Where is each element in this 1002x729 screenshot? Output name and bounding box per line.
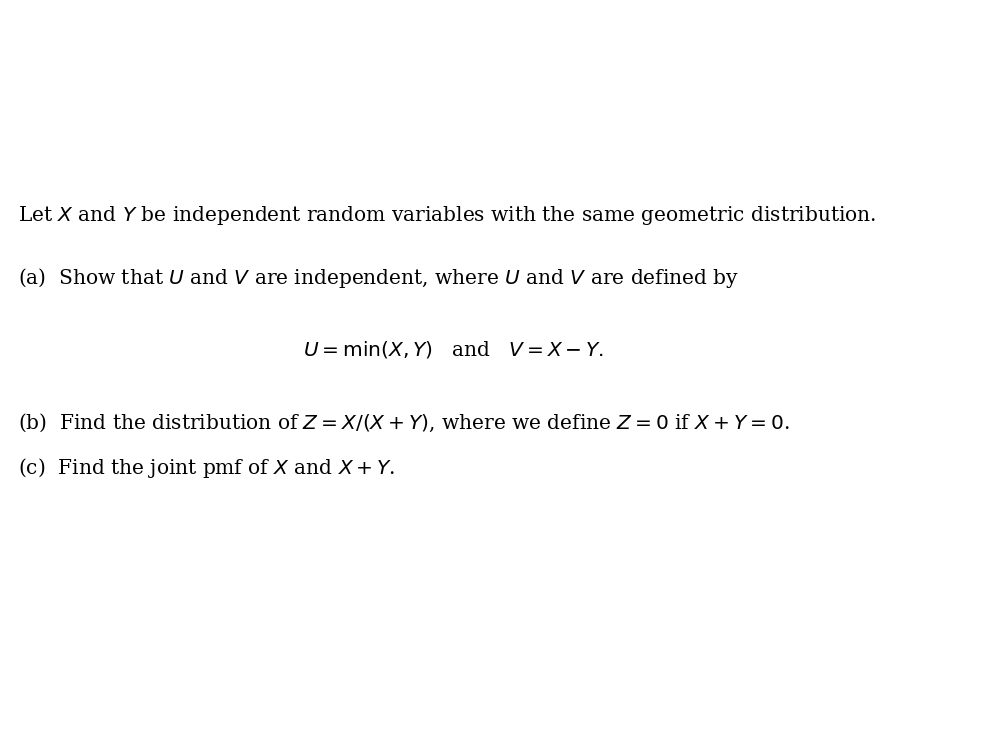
Text: (b)  Find the distribution of $Z = X/(X+Y)$, where we define $Z = 0$ if $X + Y =: (b) Find the distribution of $Z = X/(X+Y… [18,412,789,434]
Text: $U = \min(X, Y)$   and   $V = X - Y.$: $U = \min(X, Y)$ and $V = X - Y.$ [303,339,603,360]
Text: (c)  Find the joint pmf of $X$ and $X + Y$.: (c) Find the joint pmf of $X$ and $X + Y… [18,456,395,480]
Text: Let $X$ and $Y$ be independent random variables with the same geometric distribu: Let $X$ and $Y$ be independent random va… [18,204,876,227]
Text: (a)  Show that $U$ and $V$ are independent, where $U$ and $V$ are defined by: (a) Show that $U$ and $V$ are independen… [18,266,738,290]
